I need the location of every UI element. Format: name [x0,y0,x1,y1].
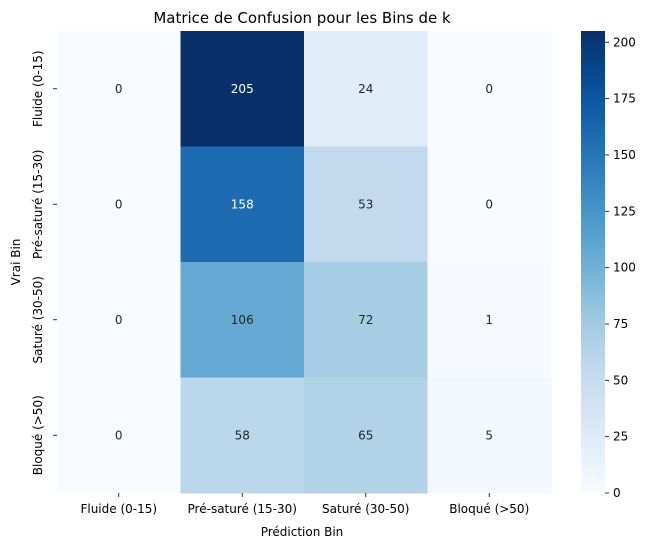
heatmap-cell-r0-c0 [57,31,181,147]
colorbar-tick-label-4: 100 [613,261,636,275]
x-tick-label-2: Saturé (30-50) [322,502,409,516]
colorbar-tick-label-5: 125 [613,204,636,218]
colorbar-tick-label-7: 175 [613,92,636,106]
heatmap-cell-labels: 0 205 24 0 0 158 53 0 0 106 72 1 0 58 65 5 [115,82,493,443]
cell-value-r3-c0: 0 [115,428,123,442]
heatmap-cell-r3-c3 [427,377,552,494]
y-tick-label-2: Saturé (30-50) [31,276,45,363]
heatmap-cell-r1-c0 [57,146,181,263]
heatmap-cell-r2-c0 [57,262,181,378]
colorbar-tick-label-6: 150 [613,148,636,162]
heatmap-cell-r0-c2 [304,31,428,147]
y-tick-label-0: Fluide (0-15) [31,50,45,127]
cell-value-r1-c2: 53 [358,197,373,211]
y-tick-label-3: Bloqué (>50) [31,395,45,475]
cell-value-r3-c2: 65 [358,428,373,442]
y-axis-label: Vrai Bin [9,239,23,286]
heatmap-cell-r1-c1 [180,146,305,263]
colorbar-tick-label-2: 50 [613,373,628,387]
cell-value-r1-c1: 158 [231,197,254,211]
heatmap-cell-r3-c2 [304,377,428,494]
heatmap-cell-r3-c0 [57,377,181,494]
heatmap-cell-r1-c2 [304,146,428,263]
heatmap-cell-r0-c1 [180,31,305,147]
colorbar-tick-label-0: 0 [613,486,621,500]
cell-value-r2-c3: 1 [485,313,493,327]
x-tick-labels: Fluide (0-15) Pré-saturé (15-30) Saturé (3… [80,493,529,516]
colorbar-tick-label-1: 25 [613,430,628,444]
cell-value-r2-c2: 72 [358,313,373,327]
heatmap-cell-r2-c1 [180,262,305,378]
chart-title: Matrice de Confusion pour les Bins de k [153,9,451,27]
cell-value-r1-c0: 0 [115,197,123,211]
cell-value-r0-c3: 0 [485,82,493,96]
x-tick-label-3: Bloqué (>50) [449,502,529,516]
y-tick-labels: Fluide (0-15) Pré-saturé (15-30) Saturé (3… [31,50,57,475]
colorbar-tick-label-3: 75 [613,317,628,331]
heatmap-cell-r2-c3 [427,262,552,378]
cell-value-r1-c3: 0 [485,197,493,211]
cell-value-r2-c1: 106 [231,313,254,327]
y-tick-label-1: Pré-saturé (15-30) [31,150,45,259]
cell-value-r0-c1: 205 [231,82,254,96]
heatmap-cell-r1-c3 [427,146,552,263]
cell-value-r3-c3: 5 [485,428,493,442]
heatmap-cell-r2-c2 [304,262,428,378]
cell-value-r3-c1: 58 [235,428,250,442]
heatmap-cell-r3-c1 [180,377,305,494]
x-axis-label: Prédiction Bin [261,525,344,539]
x-tick-label-0: Fluide (0-15) [80,502,157,516]
colorbar-tick-label-8: 200 [613,35,636,49]
colorbar-ticks: 0 25 50 75 100 125 150 175 200 [605,35,636,500]
cell-value-r0-c2: 24 [358,82,373,96]
heatmap-cell-r0-c3 [427,31,552,147]
cell-value-r2-c0: 0 [115,313,123,327]
x-tick-label-1: Pré-saturé (15-30) [188,502,297,516]
cell-value-r0-c0: 0 [115,82,123,96]
colorbar [581,31,605,493]
heatmap-cells [57,31,552,494]
